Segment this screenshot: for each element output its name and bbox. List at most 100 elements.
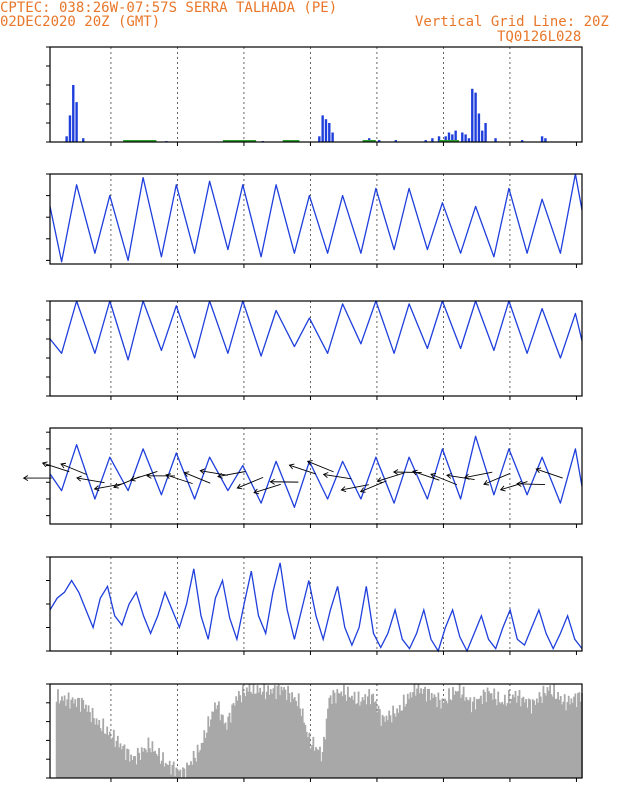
cloud-bar	[400, 710, 403, 778]
cloud-bar	[331, 703, 333, 778]
wind-arrow	[184, 472, 211, 484]
cloud-bar	[284, 689, 287, 778]
cloud-bar	[555, 698, 558, 778]
cloud-bar	[513, 697, 516, 778]
wind-arrow	[217, 471, 246, 478]
cloud-bar	[316, 749, 319, 778]
wind-arrow-head	[499, 485, 506, 492]
cloud-bar	[166, 764, 168, 778]
cloud-bar	[420, 688, 422, 778]
cloud-bar	[319, 746, 321, 778]
cloud-bar	[289, 702, 292, 778]
wind-arrow-head	[253, 488, 260, 495]
cloud-bar	[218, 701, 220, 778]
cloud-bar	[285, 700, 288, 778]
cloud-bar	[264, 699, 267, 778]
cloud-bar	[480, 695, 482, 778]
cloud-bar	[163, 766, 166, 778]
cloud-bar	[203, 730, 206, 778]
precip-bar	[464, 134, 467, 142]
cloud-bar	[437, 692, 440, 778]
cloud-bar	[541, 703, 543, 778]
cloud-bar	[191, 764, 194, 778]
wind-arrow-head	[392, 469, 399, 476]
wind-arrow-head	[129, 475, 136, 482]
cloud-bar	[63, 695, 66, 778]
cloud-bar	[372, 693, 375, 778]
precip-bar	[544, 138, 547, 142]
cloud-bar	[147, 737, 150, 778]
cloud-bar	[518, 690, 521, 778]
cloud-bar	[186, 762, 188, 778]
cloud-bar	[557, 691, 559, 778]
cloud-bar	[268, 694, 271, 778]
precip-bar	[377, 140, 381, 142]
cloud-bar	[122, 746, 125, 778]
cloud-bar	[324, 739, 327, 778]
cloud-bar	[227, 716, 230, 778]
cloud-bar	[381, 714, 384, 778]
cloud-bar	[207, 716, 210, 778]
precip-bar	[471, 88, 474, 142]
cloud-bar	[491, 699, 494, 778]
cloud-bar	[89, 712, 91, 778]
wind-arrow-head	[463, 473, 470, 480]
cloud-bar	[453, 694, 456, 778]
cloud-bar	[351, 695, 353, 778]
cloud-bar	[408, 698, 410, 778]
cloud-bar	[448, 688, 450, 778]
cloud-bar	[229, 722, 232, 778]
cloud-bar	[182, 767, 184, 778]
cloud-bar	[176, 769, 179, 778]
cloud-bar	[340, 691, 343, 778]
cloud-bar	[61, 696, 63, 778]
cloud-bar	[279, 695, 281, 778]
cloud-bar	[450, 700, 453, 778]
header-location: CPTEC: 038:26W-07:57S SERRA TALHADA (PE)	[0, 0, 337, 16]
cloud-bar	[214, 702, 216, 778]
cloud-bar	[537, 702, 540, 778]
cloud-bar	[433, 694, 436, 778]
cloud-bar	[553, 684, 555, 778]
cloud-bar	[245, 687, 248, 778]
cloud-bar	[142, 751, 144, 778]
cloud-bar	[200, 743, 203, 778]
cloud-bar	[271, 693, 274, 778]
cloud-bar	[531, 699, 534, 778]
cloud-bar	[477, 699, 480, 778]
cloud-bar	[112, 729, 115, 778]
cloud-bar	[249, 691, 252, 778]
cloud-bar	[559, 695, 562, 778]
cloud-bar	[529, 699, 532, 778]
precip-bar	[328, 123, 331, 142]
cloud-bar	[525, 699, 528, 778]
cloud-bar	[558, 699, 561, 778]
precip-bar	[494, 138, 497, 142]
cloud-bar	[202, 742, 204, 778]
panel-frame	[49, 300, 583, 397]
cloud-bar	[281, 690, 284, 778]
cloud-bar	[442, 702, 445, 778]
cloud-bar	[506, 703, 509, 778]
cloud-bar	[458, 684, 461, 778]
cloud-bar	[509, 703, 512, 778]
wind-arrow-head	[306, 460, 313, 466]
cloud-bar	[488, 691, 490, 778]
wind-arrow-head	[430, 473, 437, 479]
cloud-bar	[239, 695, 242, 778]
cloud-bar	[110, 739, 113, 778]
cloud-bar	[329, 695, 332, 778]
cloud-bar	[382, 716, 385, 778]
cloud-bar	[198, 752, 200, 778]
cloud-bar	[73, 703, 75, 778]
wind-arrow	[165, 474, 193, 485]
cloud-bar	[380, 725, 383, 778]
cloud-bar	[100, 731, 103, 778]
cloud-bar	[303, 722, 305, 778]
cloud-bar	[356, 703, 359, 778]
cloud-bar	[293, 697, 296, 778]
cloud-bar	[374, 701, 377, 778]
cloud-bar	[269, 689, 272, 778]
cloud-bar	[162, 752, 164, 778]
cloud-bar	[287, 685, 289, 778]
